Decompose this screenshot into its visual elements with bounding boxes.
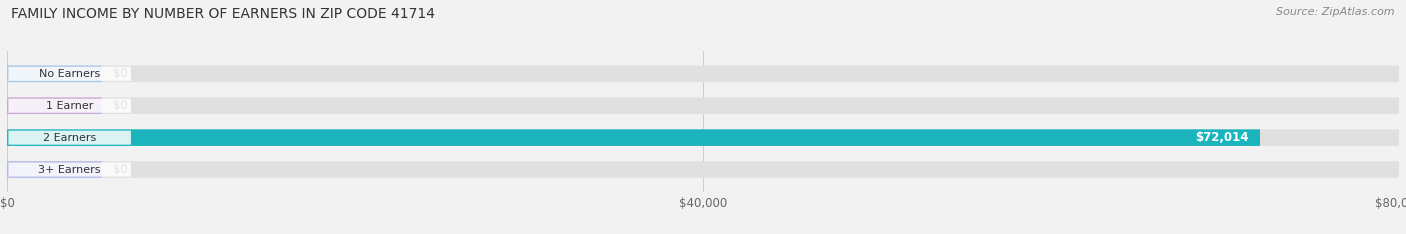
FancyBboxPatch shape: [7, 52, 1399, 95]
Text: No Earners: No Earners: [39, 69, 100, 79]
FancyBboxPatch shape: [7, 84, 1399, 127]
FancyBboxPatch shape: [8, 67, 131, 81]
Text: $0: $0: [112, 99, 128, 112]
FancyBboxPatch shape: [8, 131, 131, 145]
FancyBboxPatch shape: [7, 84, 101, 127]
Text: 2 Earners: 2 Earners: [44, 133, 96, 143]
Text: $0: $0: [112, 67, 128, 80]
Text: Source: ZipAtlas.com: Source: ZipAtlas.com: [1277, 7, 1395, 17]
Text: $72,014: $72,014: [1195, 131, 1249, 144]
Text: 3+ Earners: 3+ Earners: [38, 165, 101, 175]
FancyBboxPatch shape: [7, 148, 101, 191]
FancyBboxPatch shape: [7, 116, 1399, 159]
FancyBboxPatch shape: [7, 116, 1260, 159]
Text: FAMILY INCOME BY NUMBER OF EARNERS IN ZIP CODE 41714: FAMILY INCOME BY NUMBER OF EARNERS IN ZI…: [11, 7, 436, 21]
FancyBboxPatch shape: [8, 99, 131, 113]
FancyBboxPatch shape: [8, 163, 131, 177]
FancyBboxPatch shape: [7, 52, 101, 95]
Text: 1 Earner: 1 Earner: [46, 101, 93, 111]
Text: $0: $0: [112, 163, 128, 176]
FancyBboxPatch shape: [7, 148, 1399, 191]
